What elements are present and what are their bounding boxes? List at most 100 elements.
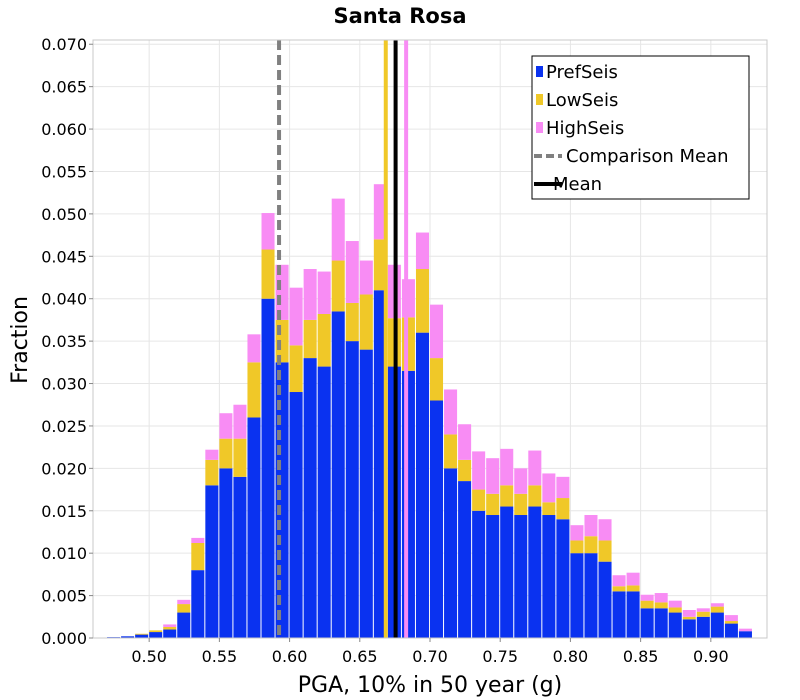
bar-lowseis [205,459,219,486]
bar-prefseis [654,608,668,638]
y-tick-label: 0.070 [41,35,87,54]
bar-prefseis [135,634,149,638]
bar-lowseis [654,602,668,609]
bar-highseis [401,279,415,318]
bar-prefseis [542,515,556,638]
bar-lowseis [331,260,345,312]
y-tick-label: 0.025 [41,417,87,436]
bar-highseis [331,198,345,261]
bar-lowseis [135,633,149,635]
y-tick-label: 0.020 [41,459,87,478]
bar-lowseis [724,621,738,624]
bar-lowseis [458,459,472,482]
bar-lowseis [373,239,387,291]
x-axis-label: PGA, 10% in 50 year (g) [298,673,562,698]
bar-highseis [289,287,303,346]
bar-highseis [612,575,626,587]
bar-highseis [668,600,682,608]
bar-lowseis [514,493,528,516]
bar-lowseis [528,485,542,507]
bar-prefseis [191,570,205,638]
bar-lowseis [289,345,303,393]
bar-lowseis [710,606,724,613]
bar-highseis [233,404,247,439]
bar-highseis [458,424,472,460]
bar-prefseis [373,290,387,638]
bar-highseis [275,264,289,320]
y-tick-label: 0.035 [41,332,87,351]
bar-lowseis [247,362,261,418]
legend-label: PrefSeis [546,62,618,83]
bar-prefseis [514,515,528,638]
y-tick-label: 0.015 [41,502,87,521]
x-axis-ticks: 0.50 0.55 0.60 0.65 0.70 0.75 0.80 0.85 0.90 [131,638,729,666]
bar-highseis [444,389,458,435]
bar-prefseis [612,591,626,638]
bar-highseis [205,449,219,460]
bar-highseis [191,537,205,543]
bar-lowseis [626,585,640,592]
bar-prefseis [500,506,514,638]
bar-lowseis [612,586,626,592]
bar-highseis [219,413,233,439]
y-tick-label: 0.045 [41,247,87,266]
reference-lines-layer [277,40,409,638]
bar-lowseis [682,616,696,620]
bar-lowseis [584,536,598,554]
bar-highseis [486,458,500,494]
bar-prefseis [430,400,444,638]
bar-lowseis [345,302,359,342]
x-tick-label: 0.50 [131,647,167,666]
bar-prefseis [458,481,472,638]
bar-highseis [500,448,514,486]
bar-prefseis [570,553,584,638]
bar-lowseis [415,269,429,333]
y-axis-ticks: 0.000 0.005 0.010 0.015 0.020 0.025 0.030 0.035… [41,35,93,648]
x-tick-label: 0.85 [623,647,659,666]
legend-label: LowSeis [546,90,618,111]
bar-highseis [724,615,738,622]
bar-prefseis [317,366,331,638]
bar-highseis [598,519,612,541]
x-tick-label: 0.90 [693,647,729,666]
bar-lowseis [668,607,682,613]
bar-prefseis [724,623,738,638]
bar-lowseis [640,600,654,609]
bar-prefseis [598,561,612,638]
bar-lowseis [696,611,710,617]
bar-highseis [626,572,640,586]
bar-highseis [472,451,486,490]
bar-prefseis [682,619,696,638]
bar-highseis [415,232,429,270]
bar-highseis [163,624,177,627]
legend-swatch [536,66,543,77]
bar-prefseis [233,476,247,638]
bar-prefseis [331,311,345,638]
bar-highseis [373,184,387,240]
bar-highseis [430,304,444,359]
y-tick-label: 0.060 [41,120,87,139]
bars-layer [107,184,752,638]
bar-prefseis [289,392,303,638]
bar-prefseis [303,358,317,638]
x-tick-label: 0.70 [412,647,448,666]
bar-highseis [556,476,570,499]
bar-lowseis [486,493,500,516]
bar-prefseis [149,632,163,638]
y-tick-label: 0.000 [41,629,87,648]
bar-prefseis [696,616,710,638]
bar-lowseis [149,630,163,633]
legend-box [531,55,750,200]
bar-prefseis [668,612,682,638]
bar-highseis [317,271,331,314]
bar-prefseis [401,370,415,638]
y-tick-label: 0.040 [41,290,87,309]
x-tick-label: 0.65 [342,647,378,666]
bar-prefseis [486,515,500,638]
bar-prefseis [121,636,135,638]
bar-prefseis [163,629,177,638]
bar-lowseis [261,249,275,299]
bar-prefseis [415,332,429,638]
bar-lowseis [317,313,331,367]
y-tick-label: 0.005 [41,587,87,606]
